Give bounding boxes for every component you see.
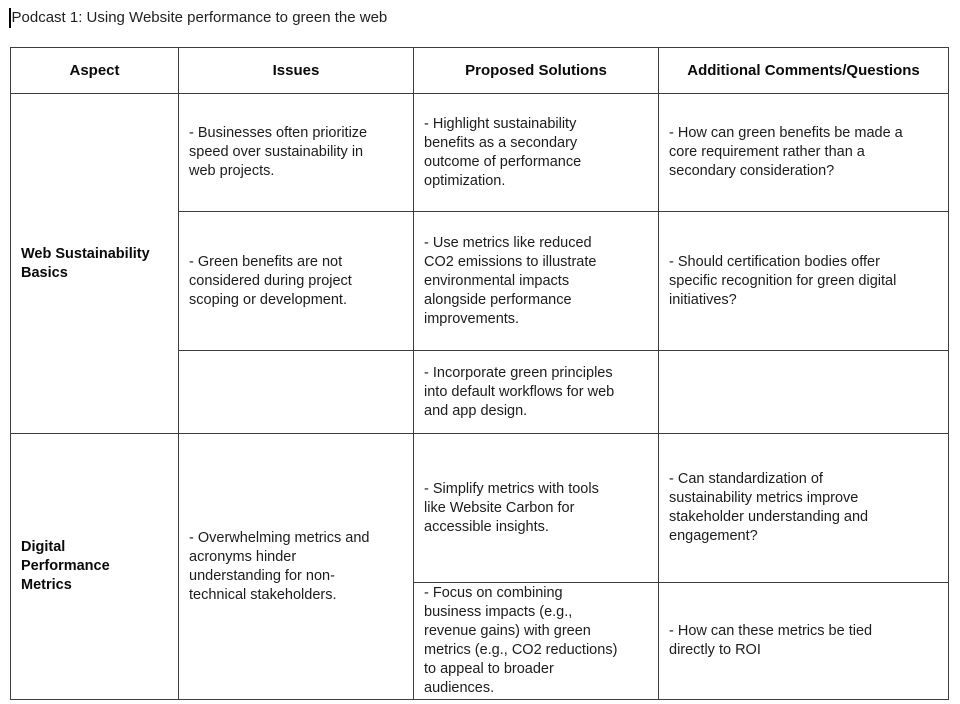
issues-cell[interactable]: - Overwhelming metrics and acronyms hind… [178,433,414,700]
solutions-cell[interactable]: - Highlight sustainability benefits as a… [413,93,659,212]
comments-cell-empty[interactable] [658,350,949,434]
aspect-cell-web-sustainability-basics[interactable]: Web Sustainability Basics [10,93,179,434]
issues-cell[interactable]: - Businesses often prioritize speed over… [178,93,414,212]
column-header-issues[interactable]: Issues [178,47,414,94]
column-header-aspect[interactable]: Aspect [10,47,179,94]
comments-cell[interactable]: - Should certification bodies offer spec… [658,211,949,351]
table-row: - Focus on combining business impacts (e… [11,582,949,700]
table-row: - Green benefits are not considered duri… [11,211,949,351]
aspect-cell-digital-performance-metrics[interactable]: Digital Performance Metrics [10,433,179,700]
comments-cell[interactable]: - Can standardization of sustainability … [658,433,949,583]
podcast-notes-table: Aspect Issues Proposed Solutions Additio… [10,47,949,700]
table-row: Web Sustainability Basics - Businesses o… [10,93,949,434]
column-header-solutions[interactable]: Proposed Solutions [413,47,659,94]
comments-cell[interactable]: - How can these metrics be tied directly… [658,582,949,700]
solutions-cell[interactable]: - Simplify metrics with tools like Websi… [413,433,659,583]
issues-cell-empty[interactable] [178,350,414,434]
table-row: Digital Performance Metrics - Overwhelmi… [10,433,949,700]
title-line: Podcast 1: Using Website performance to … [9,8,387,28]
table-row: - Incorporate green principles into defa… [11,350,949,434]
comments-cell[interactable]: - How can green benefits be made a core … [658,93,949,212]
solutions-cell[interactable]: - Incorporate green principles into defa… [413,350,659,434]
document-title[interactable]: Podcast 1: Using Website performance to … [11,9,388,26]
issues-cell[interactable]: - Green benefits are not considered duri… [178,211,414,351]
header-row: Aspect Issues Proposed Solutions Additio… [10,47,949,94]
column-header-comments[interactable]: Additional Comments/Questions [658,47,949,94]
solutions-cell[interactable]: - Focus on combining business impacts (e… [413,582,659,700]
text-cursor [9,8,11,28]
solutions-cell[interactable]: - Use metrics like reduced CO2 emissions… [413,211,659,351]
